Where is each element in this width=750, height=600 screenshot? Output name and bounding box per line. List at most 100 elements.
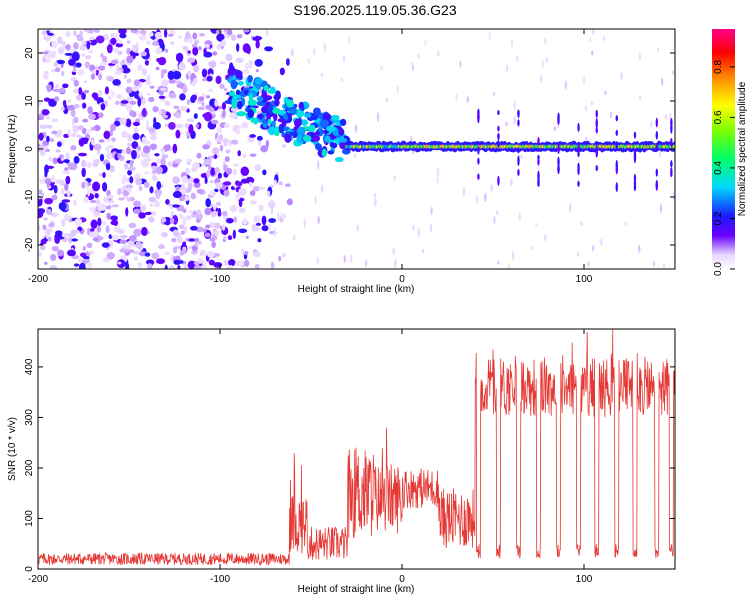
spectrogram-cell xyxy=(477,157,480,165)
spectrogram-cell xyxy=(170,41,175,45)
spectrogram-cell xyxy=(88,113,96,120)
spectrogram-cell xyxy=(338,137,348,143)
spectrogram-cell xyxy=(417,53,420,59)
spectrogram-cell xyxy=(56,249,65,257)
y-tick-label: 20 xyxy=(24,47,35,59)
spectrogram-cell xyxy=(223,164,228,172)
spectrogram-cell xyxy=(121,117,127,125)
spectrogram-cell xyxy=(160,87,167,92)
spectrogram-cell xyxy=(235,70,243,79)
spectrogram-cell xyxy=(214,99,219,107)
spectrogram-cell xyxy=(86,252,91,257)
spectrogram-cell xyxy=(595,127,598,134)
spectrogram-cell xyxy=(227,68,235,76)
spectrogram-cell xyxy=(102,172,106,179)
spectrogram-cell xyxy=(131,44,136,53)
spectrogram-cell xyxy=(350,254,353,263)
spectrogram-cell xyxy=(106,252,115,260)
spectrogram-cell xyxy=(208,164,212,171)
spectrogram-cell xyxy=(87,188,91,197)
spectrogram-cell xyxy=(62,170,70,175)
spectrogram-cell xyxy=(92,181,101,192)
spectrogram-cell xyxy=(609,111,613,119)
spectrogram-cell xyxy=(110,37,117,45)
spectrogram-cell xyxy=(557,112,560,122)
spectrogram-cell xyxy=(267,200,276,209)
spectrogram-cell xyxy=(222,109,226,118)
snr-frame xyxy=(37,328,676,570)
spectrogram-cell xyxy=(353,153,357,158)
x-tick-label: -200 xyxy=(28,274,48,285)
spectrogram-cell xyxy=(255,222,261,226)
spectrogram-cell xyxy=(236,111,247,117)
spectrogram-cell xyxy=(655,144,658,150)
spectrogram-cell xyxy=(117,39,123,44)
spectrogram-cell xyxy=(248,64,253,69)
spectrogram-cell xyxy=(89,199,97,204)
spectrogram-cell xyxy=(41,109,50,116)
spectrogram-cell xyxy=(140,160,148,166)
spectrogram-cell xyxy=(173,259,182,265)
spectrogram-cell xyxy=(68,237,73,244)
spectrogram-cell xyxy=(518,212,521,222)
spectrogram-cell xyxy=(95,69,100,76)
spectrogram-cell xyxy=(497,175,500,186)
spectrogram-cell xyxy=(216,44,221,51)
spectrogram-cell xyxy=(192,32,198,40)
spectrogram-cell xyxy=(67,128,71,137)
spectrogram-cell xyxy=(208,61,215,67)
spectrogram-cell xyxy=(56,129,63,134)
spectrogram-cell xyxy=(151,165,157,171)
spectrogram-cell xyxy=(184,122,190,128)
spectrogram-cell xyxy=(178,216,187,220)
spectrogram-cell xyxy=(214,229,220,237)
spectrogram-cell xyxy=(67,98,72,104)
spectrogram-cell xyxy=(64,167,69,172)
spectrogram-cell xyxy=(600,238,603,247)
spectrogram-cell xyxy=(47,236,52,242)
spectrogram-cell xyxy=(62,83,69,89)
spectrogram-cell xyxy=(242,217,248,225)
spectrogram-cell xyxy=(321,148,328,157)
spectrogram-cell xyxy=(135,118,141,123)
spectrogram-cell xyxy=(81,159,87,168)
spectrogram-cell xyxy=(132,133,140,140)
spectrogram-cell xyxy=(179,93,186,101)
spectrogram-cell xyxy=(138,91,143,98)
spectrogram-cell xyxy=(48,98,57,107)
spectrogram-cell xyxy=(92,237,99,241)
spectrogram-cell xyxy=(167,33,174,37)
spectrogram-cell xyxy=(223,189,230,197)
spectrogram-cell xyxy=(178,35,182,39)
spectrogram-cell xyxy=(155,192,161,200)
spectrogram-cell xyxy=(172,229,179,236)
spectrogram-cell xyxy=(268,223,271,232)
spectrogram-cell xyxy=(66,190,71,198)
spectrogram-cell xyxy=(245,176,255,184)
spectrogram-cell xyxy=(175,129,181,139)
spectrogram-cell xyxy=(541,59,544,68)
spectrogram-cell xyxy=(595,165,598,172)
spectrogram-cell xyxy=(199,33,205,37)
spectrogram-cell xyxy=(83,89,90,94)
spectrogram-cell xyxy=(615,129,618,137)
spectrogram-cell xyxy=(66,105,72,110)
spectrogram-cell xyxy=(437,50,440,57)
spectrogram-cell xyxy=(497,110,500,116)
spectrogram-cell xyxy=(183,225,188,234)
spectrogram-cell xyxy=(178,224,185,230)
spectrogram-cell xyxy=(477,146,480,155)
spectrogram-cell xyxy=(670,167,673,175)
spectrogram-cell xyxy=(170,210,174,219)
spectrogram-cell xyxy=(115,63,120,70)
spectrogram-cell xyxy=(55,149,61,153)
spectrogram-cell xyxy=(615,141,618,151)
spectrogram-cell xyxy=(58,87,66,94)
spectrogram-cell xyxy=(242,153,247,159)
spectrogram-cell xyxy=(320,184,324,194)
spectrogram-cell xyxy=(281,252,286,258)
spectrogram-cell xyxy=(236,181,243,187)
spectrogram-cell xyxy=(131,149,137,160)
spectrogram-cell xyxy=(671,70,675,75)
spectrogram-cell xyxy=(70,109,76,117)
